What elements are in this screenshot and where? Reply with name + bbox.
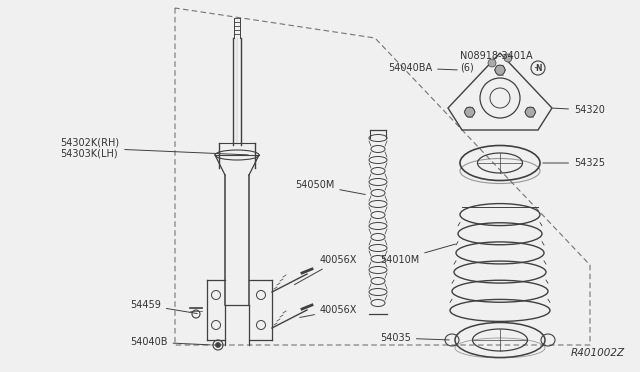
- Text: 54320: 54320: [553, 105, 605, 115]
- Circle shape: [488, 59, 496, 67]
- Text: 54035: 54035: [380, 333, 449, 343]
- Text: 54040BA: 54040BA: [388, 63, 457, 73]
- Text: 54040B: 54040B: [130, 337, 210, 347]
- Text: 54010M: 54010M: [380, 244, 455, 265]
- Circle shape: [216, 343, 221, 347]
- Circle shape: [504, 54, 512, 62]
- Text: 54459: 54459: [130, 300, 197, 314]
- Text: 54325: 54325: [543, 158, 605, 168]
- Circle shape: [525, 107, 535, 117]
- Text: 54050M: 54050M: [295, 180, 365, 195]
- Text: 40056X: 40056X: [300, 305, 357, 317]
- Text: N: N: [535, 64, 541, 73]
- Text: 40056X: 40056X: [294, 255, 357, 285]
- Text: 54302K(RH)
54303K(LH): 54302K(RH) 54303K(LH): [60, 137, 248, 159]
- Circle shape: [495, 65, 505, 75]
- Circle shape: [465, 107, 475, 117]
- Text: R401002Z: R401002Z: [571, 348, 625, 358]
- Text: N08918-3401A
(6): N08918-3401A (6): [460, 51, 538, 73]
